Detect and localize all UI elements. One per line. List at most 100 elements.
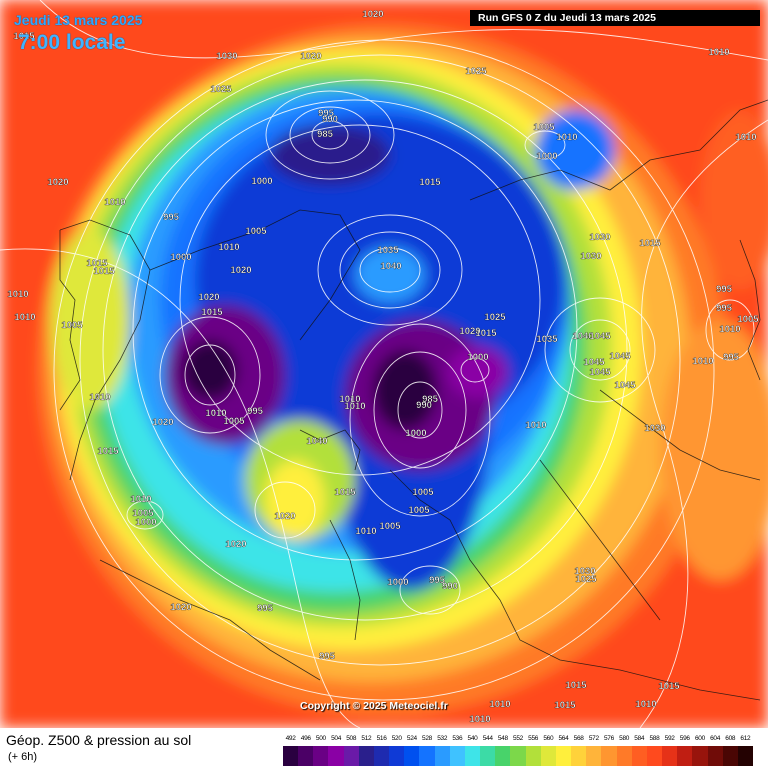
isobar-label: 1025: [575, 574, 597, 585]
legend-swatch: [631, 746, 648, 766]
isobar-label: 1025: [465, 66, 487, 77]
legend-label: 560: [543, 735, 554, 742]
isobar-label: 1000: [251, 176, 272, 187]
isobar-label: 995: [257, 603, 274, 614]
legend-label: 568: [573, 735, 584, 742]
isobar-label: 995: [319, 651, 336, 662]
legend-swatch: [707, 746, 724, 766]
isobar-label: 1040: [572, 331, 593, 342]
isobar-label: 1035: [536, 334, 558, 345]
legend-label: 556: [528, 735, 539, 742]
isobar-label: 990: [322, 114, 338, 125]
legend-label: 612: [740, 735, 751, 742]
legend-swatch: [646, 746, 663, 766]
forecast-time: 7:00 locale: [18, 31, 126, 54]
isobar-label: 1020: [225, 539, 246, 550]
isobar-label: 995: [429, 575, 446, 586]
isobar-label: 1005: [132, 508, 154, 519]
isobar-label: 995: [163, 212, 180, 223]
isobar-label: 1005: [379, 521, 401, 532]
z500-color-field: [0, 0, 768, 728]
model-run-label: Run GFS 0 Z du Jeudi 13 mars 2025: [470, 10, 760, 26]
isobar-label: 1010: [635, 699, 656, 710]
isobar-label: 1015: [86, 258, 108, 269]
isobar-label: 985: [422, 394, 439, 405]
isobar-label: 1030: [644, 423, 665, 434]
legend-swatch: [358, 746, 375, 766]
isobar-label: 1005: [412, 487, 434, 498]
isobar-label: 1005: [533, 122, 555, 133]
isobar-label: 1010: [89, 392, 110, 403]
isobar-label: 1010: [7, 289, 28, 300]
legend-label: 508: [346, 735, 357, 742]
legend-swatch: [555, 746, 572, 766]
isobar-label: 995: [247, 406, 264, 417]
legend-label: 600: [694, 735, 705, 742]
isobar-label: 1025: [484, 312, 506, 323]
isobar-label: 1010: [719, 324, 740, 335]
isobar-label: 1040: [380, 261, 401, 272]
legend-swatch: [389, 746, 405, 766]
isobar-label: 1030: [574, 566, 595, 577]
legend-label: 580: [619, 735, 630, 742]
legend-label: 604: [710, 735, 721, 742]
legend-swatch: [480, 746, 496, 766]
isobar-label: 995: [318, 108, 335, 119]
legend-label: 564: [558, 735, 569, 742]
isobar-label: 1020: [362, 9, 383, 20]
legend-label: 528: [422, 735, 432, 742]
isobar-label: 1045: [583, 357, 605, 368]
isobar-label: 1010: [708, 47, 729, 58]
isobar-label: 1010: [692, 356, 713, 367]
legend-label: 524: [406, 735, 417, 742]
isobar-label: 1010: [489, 699, 510, 710]
isobar-label: 1015: [554, 700, 576, 711]
isobar-label: 1010: [556, 132, 577, 143]
isobar-label: 1005: [223, 416, 245, 427]
legend-label: 520: [391, 735, 402, 742]
isobar-label: 1000: [170, 252, 191, 263]
forecast-lead-time: (+ 6h): [8, 751, 38, 763]
isobar-label: 1010: [735, 132, 756, 143]
isobar-label: 1035: [377, 245, 399, 256]
legend-swatch: [540, 746, 557, 766]
isobar-label: 1015: [201, 307, 223, 318]
legend-label: 500: [315, 735, 326, 742]
isobar-label: 1020: [459, 326, 480, 337]
isobar-label: 1020: [47, 177, 68, 188]
legend-label: 572: [588, 735, 599, 742]
isobar-label: 1025: [210, 84, 232, 95]
isobar-label: 990: [442, 581, 458, 592]
isobar-label: 1020: [198, 292, 219, 303]
isobar-label: 995: [716, 303, 733, 314]
map-footer: Géop. Z500 & pression au sol (+ 6h) 492 4…: [0, 728, 768, 768]
legend-swatch: [404, 746, 420, 766]
isobar-label: 1010: [130, 494, 151, 505]
legend-label: 552: [513, 735, 523, 742]
isobar-label: 1015: [93, 266, 115, 277]
isobar-label: 1015: [13, 31, 35, 42]
color-scale-legend: 492 496 500 504 508 512 516 520 524 528 532 536 540 5…: [283, 735, 754, 766]
isobar-label: 1045: [609, 351, 631, 362]
legend-label: 548: [497, 735, 508, 742]
isobar-label: 1015: [97, 446, 119, 457]
map-title: Géop. Z500 & pression au sol: [6, 732, 192, 748]
legend-swatch: [419, 746, 436, 766]
isobar-lines: [0, 0, 768, 728]
isobar-label: 1000: [387, 577, 408, 588]
legend-swatch: [328, 746, 345, 766]
isobar-label: 1030: [589, 232, 610, 243]
legend-label: 516: [376, 735, 387, 742]
legend-label: 576: [603, 735, 614, 742]
legend-label: 596: [679, 735, 690, 742]
legend-swatch: [692, 746, 708, 766]
legend-swatch: [434, 746, 451, 766]
isobar-label: 1010: [104, 197, 125, 208]
legend-swatch: [373, 746, 390, 766]
isobar-label: 1010: [205, 408, 226, 419]
legend-label: 512: [361, 735, 372, 742]
legend-swatch: [313, 746, 329, 766]
isobar-label: 1020: [300, 51, 321, 62]
